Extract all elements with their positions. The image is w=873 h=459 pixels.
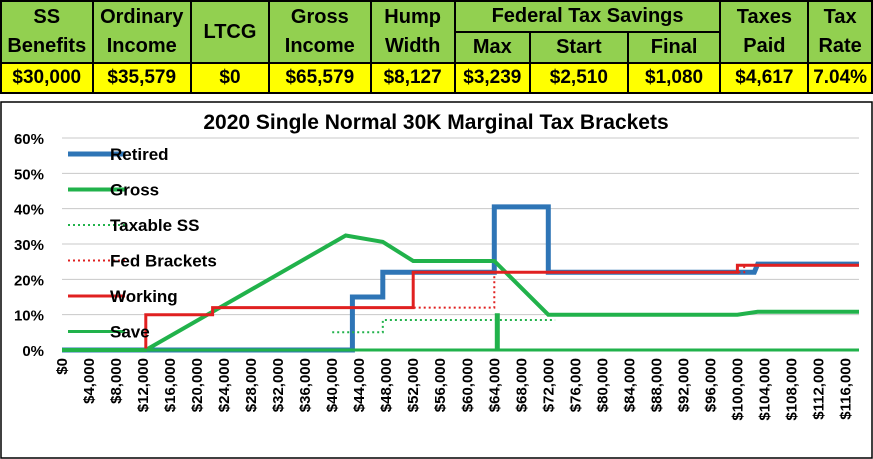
x-tick-label: $76,000 [567, 358, 584, 412]
y-tick-label: 10% [14, 308, 44, 325]
x-tick-label: $36,000 [297, 358, 314, 412]
x-tick-label: $44,000 [351, 358, 368, 412]
x-tick-label: $108,000 [783, 358, 800, 421]
value-gross-income: $65,579 [267, 62, 372, 94]
y-tick-label: 40% [14, 202, 44, 219]
header-ordinary-income: Ordinary Income [91, 0, 192, 64]
x-tick-label: $12,000 [135, 358, 152, 412]
header-ltcg: LTCG [189, 0, 270, 64]
value-ss-benefits: $30,000 [0, 62, 94, 94]
header-taxes-paid: Taxes Paid [719, 0, 810, 64]
x-axis-ticks: $0 $4,000 $8,000 $12,000 $16,000 $20,000 $24,0… [54, 358, 854, 421]
y-tick-label: 50% [14, 166, 44, 183]
x-tick-label: $112,000 [810, 358, 827, 420]
x-tick-label: $96,000 [702, 358, 719, 412]
y-tick-label: 0% [22, 343, 44, 360]
header-federal-tax-savings: Federal Tax Savings [453, 0, 722, 33]
header-ss-benefits: SS Benefits [0, 0, 94, 64]
header-tax-rate: Tax Rate [807, 0, 873, 64]
x-tick-label: $20,000 [189, 358, 206, 412]
x-tick-label: $56,000 [432, 358, 449, 412]
header-gross-income: Gross Income [267, 0, 372, 64]
x-tick-label: $48,000 [378, 358, 395, 412]
value-ltcg: $0 [189, 62, 270, 94]
y-tick-label: 30% [14, 237, 44, 254]
y-axis-ticks: 0% 10% 20% 30% 40% 50% 60% [14, 131, 44, 360]
header-max: Max [453, 31, 532, 64]
legend-label: Save [110, 323, 150, 342]
series-line [62, 313, 859, 352]
value-taxes-paid: $4,617 [719, 62, 810, 94]
value-hump-width: $8,127 [369, 62, 456, 94]
x-tick-label: $64,000 [486, 358, 503, 412]
header-hump-width: Hump Width [369, 0, 456, 64]
x-tick-label: $92,000 [675, 358, 692, 412]
x-tick-label: $28,000 [243, 358, 260, 412]
data-series [62, 204, 859, 353]
value-max: $3,239 [453, 62, 532, 94]
series-line [62, 204, 859, 353]
marginal-tax-chart: 2020 Single Normal 30K Marginal Tax Brac… [0, 101, 873, 459]
value-final: $1,080 [626, 62, 722, 94]
x-tick-label: $68,000 [513, 358, 530, 412]
x-tick-label: $72,000 [540, 358, 557, 412]
series-line [145, 264, 859, 316]
x-tick-label: $100,000 [729, 358, 746, 421]
summary-table: SS Benefits Ordinary Income LTCG Gross Inco… [0, 0, 873, 94]
legend-label: Taxable SS [110, 216, 199, 235]
value-start: $2,510 [529, 62, 629, 94]
value-tax-rate: 7.04% [807, 62, 873, 94]
x-tick-label: $24,000 [216, 358, 233, 412]
x-tick-label: $60,000 [459, 358, 476, 412]
x-tick-label: $116,000 [837, 358, 854, 420]
x-tick-label: $0 [54, 358, 71, 375]
x-tick-label: $88,000 [648, 358, 665, 412]
series-line [144, 263, 859, 350]
x-tick-label: $104,000 [756, 358, 773, 421]
y-tick-label: 20% [14, 272, 44, 289]
legend-label: Gross [110, 181, 159, 200]
value-ordinary-income: $35,579 [91, 62, 192, 94]
legend: Retired Gross Taxable SS Fed Brackets Workin… [68, 145, 217, 342]
x-tick-label: $40,000 [324, 358, 341, 412]
x-tick-label: $84,000 [621, 358, 638, 412]
header-start: Start [529, 31, 629, 64]
x-tick-label: $52,000 [405, 358, 422, 412]
legend-label: Retired [110, 145, 169, 164]
header-final: Final [626, 31, 722, 64]
legend-label: Working [110, 287, 178, 306]
x-tick-label: $4,000 [81, 358, 98, 404]
x-tick-label: $16,000 [162, 358, 179, 412]
x-tick-label: $32,000 [270, 358, 287, 412]
y-tick-label: 60% [14, 131, 44, 148]
x-tick-label: $80,000 [594, 358, 611, 412]
chart-frame [0, 101, 873, 459]
legend-label: Fed Brackets [110, 252, 217, 271]
series-line [332, 319, 556, 334]
series-line [62, 233, 859, 352]
x-tick-label: $8,000 [108, 358, 125, 404]
chart-title: 2020 Single Normal 30K Marginal Tax Brac… [203, 111, 668, 134]
